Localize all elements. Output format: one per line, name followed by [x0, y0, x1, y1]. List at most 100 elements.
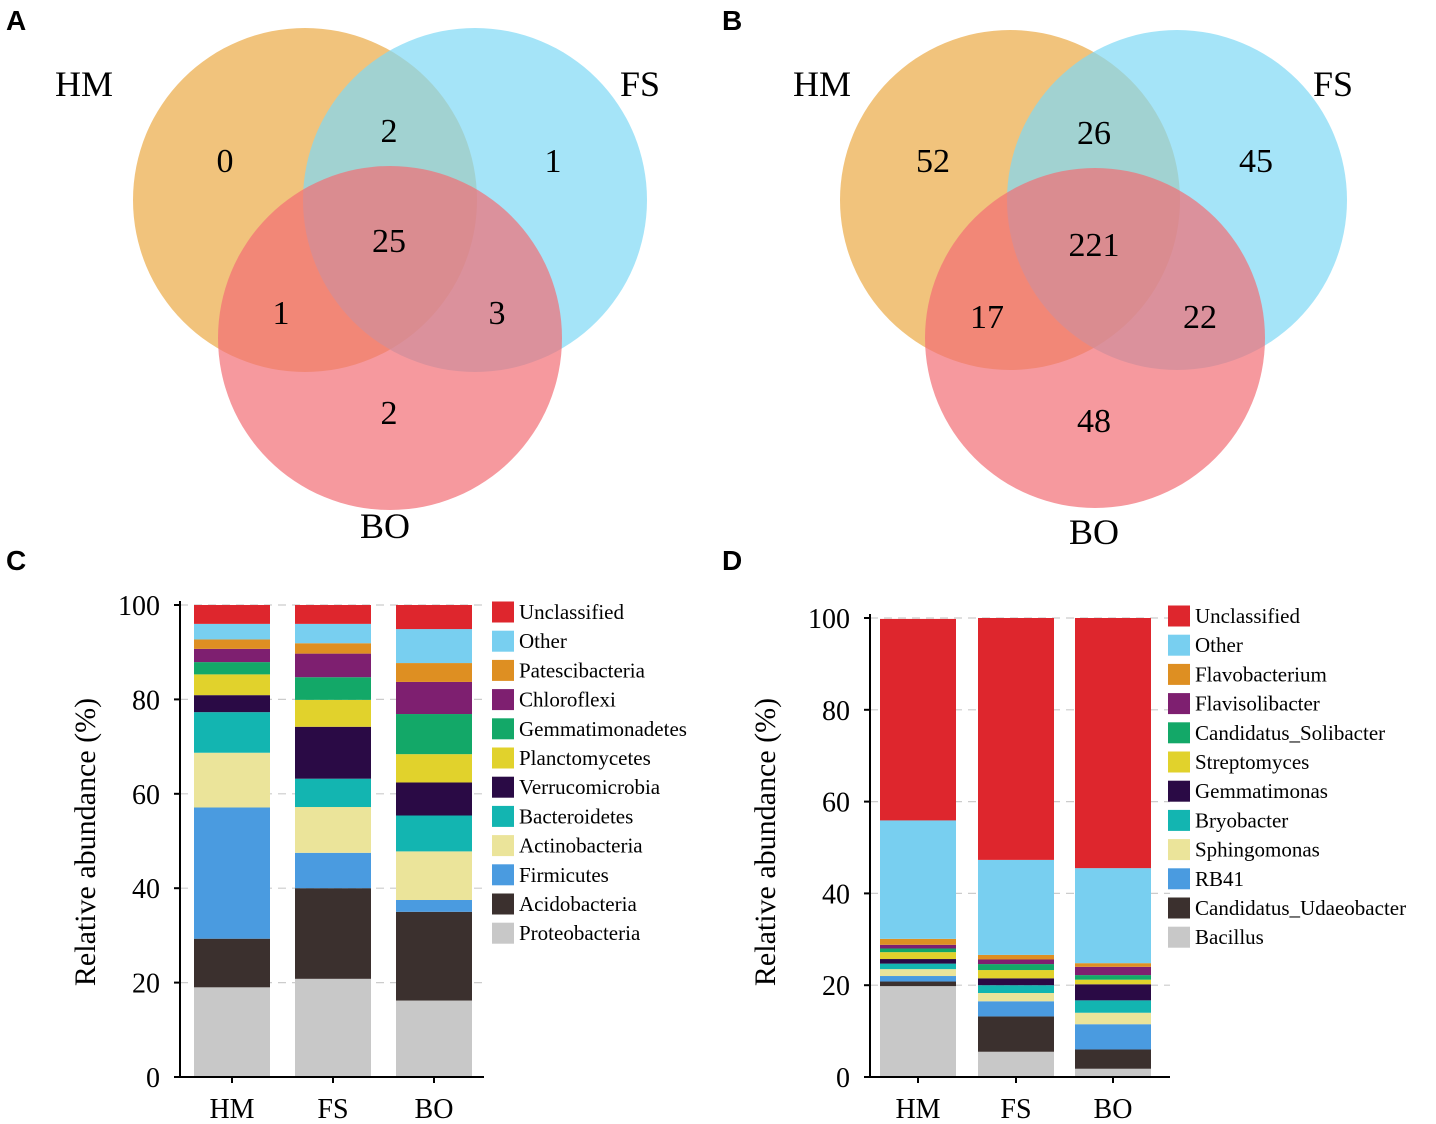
- chart-d-legend-label-candidatus-udaeobacter: Candidatus_Udaeobacter: [1195, 896, 1406, 920]
- chart-d-ytick-label: 40: [822, 879, 850, 910]
- chart-d-bar-bo-unclassified: [1075, 618, 1151, 869]
- chart-d-legend-swatch-other: [1168, 634, 1190, 656]
- chart-c-legend-label-other: Other: [519, 629, 567, 653]
- chart-c-bar-hm-acidobacteria: [194, 938, 270, 988]
- venn-b-hm-label: HM: [793, 64, 851, 104]
- chart-d-legend-label-streptomyces: Streptomyces: [1195, 750, 1309, 774]
- venn-b-hm-only: 52: [916, 143, 950, 180]
- chart-d-legend-label-bryobacter: Bryobacter: [1195, 808, 1288, 832]
- chart-d-legend-swatch-gemmatimonas: [1168, 780, 1190, 802]
- chart-d-ylabel: Relative abundance (%): [749, 698, 782, 986]
- chart-c-bar-hm-firmicutes: [194, 807, 270, 939]
- chart-c-bar-hm-bacteroidetes: [194, 712, 270, 753]
- chart-c-bar-bo-verrucomicrobia: [396, 782, 472, 816]
- chart-d-bar-hm-bryobacter: [880, 963, 956, 970]
- venn-a-fs-label: FS: [620, 64, 660, 104]
- chart-d-legend-swatch-bryobacter: [1168, 809, 1190, 831]
- chart-d-xtick-label: FS: [1000, 1094, 1031, 1124]
- chart-d-legend-label-other: Other: [1195, 633, 1243, 657]
- chart-c-bar-hm-proteobacteria: [194, 987, 270, 1077]
- chart-d-ytick-label: 60: [822, 788, 850, 819]
- chart-c-bar-fs-chloroflexi: [295, 653, 371, 678]
- chart-c-bar-hm-planctomycetes: [194, 674, 270, 696]
- chart-d-legend-label-candidatus-solibacter: Candidatus_Solibacter: [1195, 721, 1385, 745]
- chart-c-xtick-label: FS: [317, 1094, 348, 1124]
- chart-d-ytick-label: 100: [808, 604, 850, 635]
- chart-c-xtick-label: BO: [415, 1094, 454, 1124]
- chart-c-legend-swatch-bacteroidetes: [492, 805, 514, 827]
- venn-b: HM FS BO 52 45 48 26 17 22 221: [793, 30, 1353, 552]
- chart-d-legend-swatch-candidatus-solibacter: [1168, 722, 1190, 744]
- venn-a: HM FS BO 0 1 2 2 1 3 25: [55, 28, 660, 546]
- chart-d-bar-bo-flavisolibacter: [1075, 966, 1151, 976]
- venn-a-bo-label: BO: [360, 506, 410, 546]
- chart-c-legend-label-actinobacteria: Actinobacteria: [519, 834, 643, 858]
- chart-d-bar-hm-streptomyces: [880, 952, 956, 960]
- chart-c-legend-swatch-other: [492, 630, 514, 652]
- venn-a-hm-fs: 2: [381, 113, 398, 150]
- chart-c-legend-swatch-unclassified: [492, 601, 514, 623]
- chart-c-bar-bo-actinobacteria: [396, 851, 472, 900]
- chart-c-xtick-label: HM: [209, 1094, 254, 1124]
- chart-c-legend-label-planctomycetes: Planctomycetes: [519, 746, 651, 770]
- venn-a-fs-only: 1: [545, 143, 562, 180]
- venn-a-hm-only: 0: [217, 143, 234, 180]
- chart-d-ytick-label: 80: [822, 696, 850, 727]
- venn-b-all: 221: [1069, 227, 1120, 264]
- panel-letter-a: A: [6, 5, 26, 36]
- chart-d-bar-fs-unclassified: [978, 618, 1054, 860]
- chart-c-legend-swatch-gemmatimonadetes: [492, 718, 514, 740]
- chart-c-legend-label-gemmatimonadetes: Gemmatimonadetes: [519, 717, 687, 741]
- chart-c-bar-fs-bacteroidetes: [295, 778, 371, 808]
- chart-d-bar-fs-candidatus-solibacter: [978, 964, 1054, 971]
- chart-c-legend-swatch-acidobacteria: [492, 893, 514, 915]
- chart-d-bar-hm-flavisolibacter: [880, 944, 956, 949]
- chart-c-bar-fs-gemmatimonadetes: [295, 677, 371, 700]
- chart-c-ytick-label: 60: [132, 780, 160, 811]
- chart-d-bar-hm-candidatus-solibacter: [880, 948, 956, 953]
- chart-d-legend-swatch-streptomyces: [1168, 751, 1190, 773]
- chart-c-bar-bo-patescibacteria: [396, 663, 472, 682]
- chart-d-bar-fs-streptomyces: [978, 970, 1054, 979]
- chart-d-bar-bo-flavobacterium: [1075, 963, 1151, 967]
- chart-d-legend-label-sphingomonas: Sphingomonas: [1195, 838, 1320, 862]
- chart-c-bar-bo-unclassified: [396, 605, 472, 630]
- chart-c-bar-bo-proteobacteria: [396, 1000, 472, 1077]
- venn-b-fs-only: 45: [1239, 143, 1273, 180]
- chart-c-ytick-label: 100: [118, 591, 160, 622]
- venn-b-bo-label: BO: [1069, 512, 1119, 552]
- chart-c-bar-fs-acidobacteria: [295, 888, 371, 979]
- chart-c-bar-hm-verrucomicrobia: [194, 695, 270, 713]
- chart-c-legend-swatch-planctomycetes: [492, 747, 514, 769]
- venn-a-bo-only: 2: [381, 395, 398, 432]
- chart-d-bar-fs-rb41: [978, 1001, 1054, 1017]
- chart-d-bar-hm-bacillus: [880, 986, 956, 1077]
- chart-c-bar-bo-gemmatimonadetes: [396, 714, 472, 755]
- chart-d-legend-label-flavisolibacter: Flavisolibacter: [1195, 692, 1320, 716]
- chart-d-bar-fs-bryobacter: [978, 985, 1054, 994]
- chart-c-legend-label-firmicutes: Firmicutes: [519, 863, 609, 887]
- chart-c-legend-swatch-actinobacteria: [492, 835, 514, 857]
- venn-b-hm-fs: 26: [1077, 115, 1111, 152]
- chart-c-bar-hm-chloroflexi: [194, 648, 270, 663]
- chart-d-legend-swatch-rb41: [1168, 868, 1190, 890]
- chart-d-xtick-label: HM: [895, 1094, 940, 1124]
- chart-c-bar-bo-firmicutes: [396, 900, 472, 912]
- chart-d-bar-hm-rb41: [880, 976, 956, 982]
- panel-letter-b: B: [722, 5, 742, 36]
- venn-a-fs-bo: 3: [489, 295, 506, 332]
- chart-d-bar-bo-sphingomonas: [1075, 1012, 1151, 1025]
- chart-d-legend-swatch-flavobacterium: [1168, 663, 1190, 685]
- chart-c-ytick-label: 0: [146, 1063, 160, 1094]
- chart-d-legend-swatch-unclassified: [1168, 605, 1190, 627]
- chart-d-legend-swatch-sphingomonas: [1168, 839, 1190, 861]
- chart-c-bar-bo-chloroflexi: [396, 681, 472, 715]
- chart-c-bar-hm-other: [194, 623, 270, 640]
- chart-d: Relative abundance (%) 0 20 40 60 80 100 HM FS B…: [749, 604, 1406, 1124]
- chart-c-ytick-label: 20: [132, 969, 160, 1000]
- chart-d-bar-hm-sphingomonas: [880, 969, 956, 977]
- chart-d-bar-hm-flavobacterium: [880, 938, 956, 945]
- chart-c-bar-bo-acidobacteria: [396, 911, 472, 1001]
- chart-c-legend-swatch-chloroflexi: [492, 689, 514, 711]
